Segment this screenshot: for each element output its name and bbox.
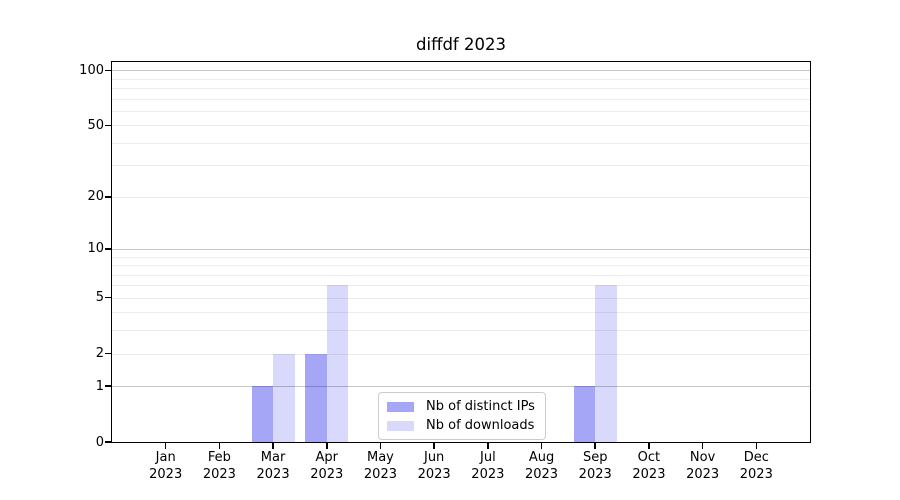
x-tick-mark (164, 443, 167, 449)
gridline-minor (112, 297, 810, 299)
x-tick-mark (755, 443, 758, 449)
x-tick-mark (594, 443, 596, 449)
bar-nb-of-distinct-ips-mar (251, 386, 274, 442)
gridline-major (112, 248, 810, 250)
gridline-minor (112, 265, 810, 267)
y-tick-label: 5 (95, 290, 104, 306)
x-tick-mark (272, 443, 274, 449)
gridline-minor (112, 110, 810, 112)
x-tick-label: Jan 2023 (149, 450, 183, 482)
bar-nb-of-downloads-sep (595, 285, 617, 442)
gridline-minor (112, 312, 810, 314)
y-tick-mark (105, 385, 112, 387)
x-tick-mark (326, 443, 328, 449)
x-tick-label: Apr 2023 (310, 450, 344, 482)
x-tick-mark (701, 443, 704, 449)
y-tick-mark (105, 352, 112, 355)
gridline-minor (112, 196, 810, 198)
y-tick-mark (105, 296, 112, 299)
bar-nb-of-downloads-apr (326, 285, 349, 442)
gridline-minor (112, 353, 810, 355)
x-tick-label: Feb 2023 (202, 450, 236, 482)
y-tick-label: 0 (95, 434, 104, 450)
gridline-minor (112, 78, 810, 80)
x-tick-label: Oct 2023 (632, 450, 666, 482)
bar-nb-of-downloads-mar (273, 353, 295, 442)
y-tick-label: 1 (95, 378, 104, 394)
legend-swatch-distinct-ips (387, 401, 414, 412)
gridline-major (112, 386, 810, 388)
gridline-minor (112, 274, 810, 276)
gridline-minor (112, 98, 810, 100)
x-tick-label: Jul 2023 (471, 450, 505, 482)
legend-label-downloads: Nb of downloads (426, 418, 535, 433)
x-tick-label: May 2023 (363, 450, 397, 482)
chart-title: diffdf 2023 (416, 35, 506, 54)
bar-nb-of-distinct-ips-apr (305, 353, 327, 442)
x-tick-label: Sep 2023 (578, 450, 612, 482)
gridline-minor (112, 256, 810, 258)
gridline-minor (112, 330, 810, 332)
legend-item-downloads: Nb of downloads (387, 418, 535, 433)
gridline-minor (112, 125, 810, 127)
y-tick-label: 100 (79, 62, 104, 78)
gridline-minor (112, 88, 810, 90)
legend-item-distinct-ips: Nb of distinct IPs (387, 399, 535, 414)
y-tick-label: 20 (87, 189, 104, 205)
x-tick-label: Jun 2023 (417, 450, 451, 482)
gridline-minor (112, 285, 810, 287)
x-tick-mark (648, 443, 650, 449)
x-tick-label: Aug 2023 (524, 450, 559, 482)
x-tick-label: Mar 2023 (256, 450, 290, 482)
y-tick-mark (105, 124, 112, 127)
gridline-minor (112, 165, 810, 167)
x-tick-mark (218, 443, 221, 449)
x-tick-label: Dec 2023 (739, 450, 773, 482)
bar-nb-of-distinct-ips-sep (573, 386, 596, 442)
legend: Nb of distinct IPs Nb of downloads (378, 392, 546, 440)
legend-swatch-downloads (387, 420, 414, 431)
x-tick-mark (379, 443, 382, 449)
y-tick-label: 10 (87, 241, 104, 257)
y-tick-mark (105, 248, 112, 250)
x-tick-mark (540, 443, 543, 449)
plot-area: Nb of distinct IPs Nb of downloads (111, 61, 811, 443)
y-tick-mark (105, 441, 112, 443)
x-tick-mark (487, 443, 489, 449)
y-tick-mark (105, 69, 112, 72)
y-tick-label: 2 (95, 346, 104, 362)
y-tick-mark (105, 196, 112, 198)
x-tick-label: Nov 2023 (686, 450, 720, 482)
y-tick-label: 50 (87, 117, 104, 133)
x-tick-mark (433, 443, 435, 449)
gridline-minor (112, 142, 810, 144)
gridline-major (112, 70, 810, 72)
legend-label-distinct-ips: Nb of distinct IPs (426, 399, 535, 414)
